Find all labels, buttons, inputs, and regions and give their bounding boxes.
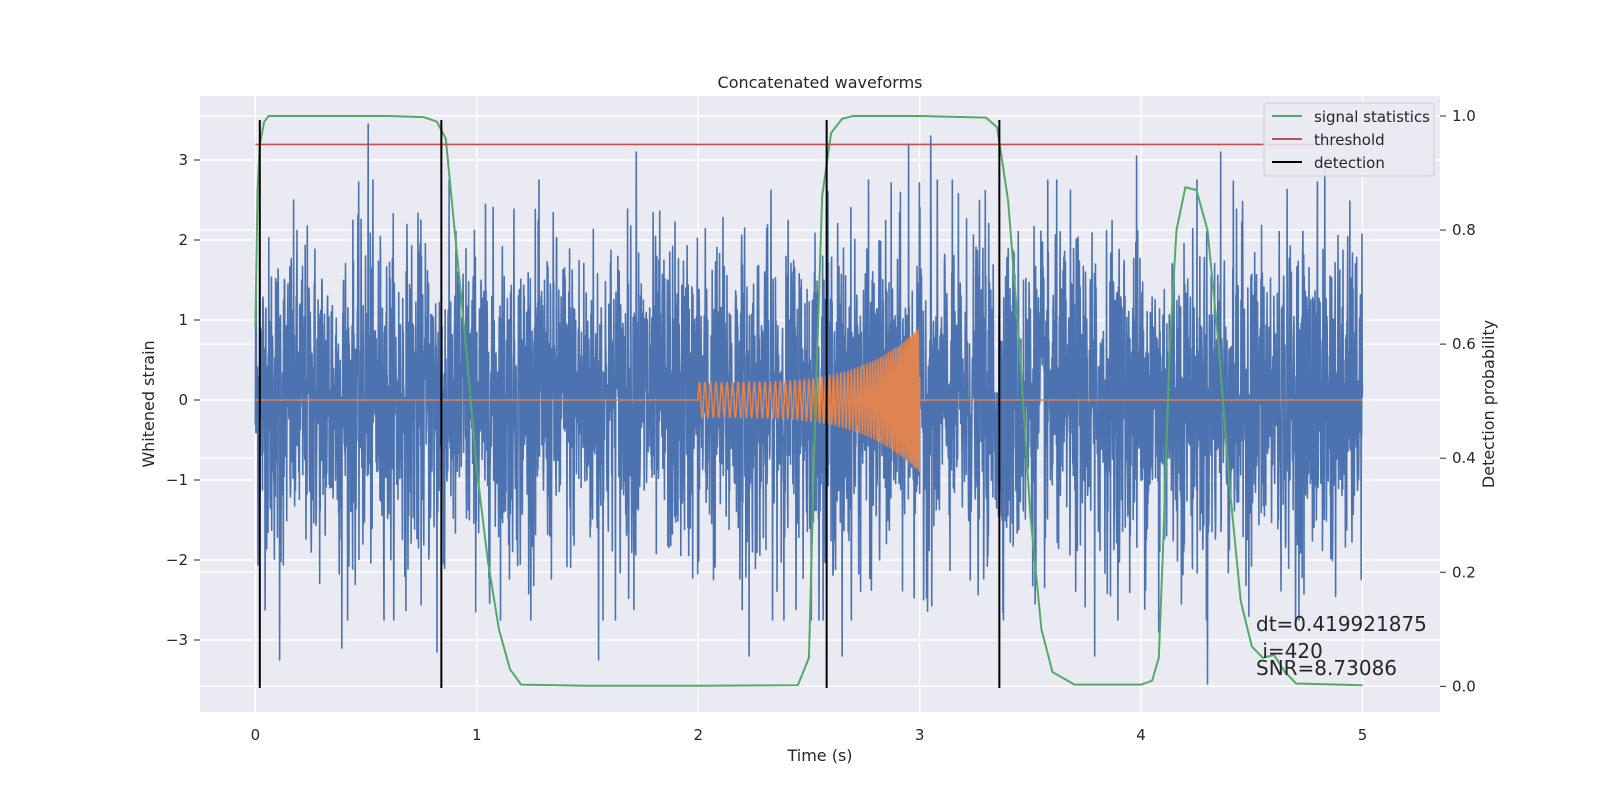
chirp-line — [255, 329, 1363, 473]
y-tick-label: 1 — [178, 311, 188, 329]
detection-lines — [258, 120, 1001, 688]
signal-statistics-line — [254, 114, 1363, 687]
right-tick-label: 0.4 — [1452, 449, 1476, 467]
chart-title: Concatenated waveforms — [718, 73, 923, 92]
x-tick-label: 0 — [251, 726, 261, 744]
x-tick-label: 3 — [915, 726, 925, 744]
x-axis-label: Time (s) — [786, 746, 852, 765]
y-axis-ticks: −3 −2 −1 0 1 2 3 — [166, 151, 200, 649]
legend-box — [1263, 102, 1435, 177]
y-tick-label: 0 — [178, 391, 188, 409]
y-tick-label: −1 — [166, 471, 188, 489]
right-tick-label: 0.2 — [1452, 563, 1476, 581]
annotation-snr: SNR=8.73086 — [1256, 656, 1397, 680]
y-axis-label: Whitened strain — [139, 340, 158, 467]
x-axis-ticks: 0 1 2 3 4 5 — [251, 726, 1368, 744]
y-tick-label: 2 — [178, 231, 188, 249]
legend: signal statistics threshold detection — [1263, 102, 1435, 177]
right-tick-label: 0.0 — [1452, 677, 1476, 695]
right-axis-ticks: 0.0 0.2 0.4 0.6 0.8 1.0 — [1440, 107, 1476, 695]
right-tick-label: 1.0 — [1452, 107, 1476, 125]
legend-label-signal-statistics: signal statistics — [1314, 108, 1430, 126]
y-tick-label: −2 — [166, 551, 188, 569]
right-axis-label: Detection probability — [1479, 320, 1498, 488]
x-tick-label: 1 — [472, 726, 482, 744]
strain-noise-line — [254, 123, 1364, 685]
y-tick-label: 3 — [178, 151, 188, 169]
y-tick-label: −3 — [166, 631, 188, 649]
x-tick-label: 2 — [693, 726, 703, 744]
annotation-i: i=420 — [1256, 639, 1323, 663]
right-tick-label: 0.8 — [1452, 221, 1476, 239]
annotation-dt: dt=0.419921875 — [1256, 612, 1427, 636]
right-tick-label: 0.6 — [1452, 335, 1476, 353]
legend-label-detection: detection — [1314, 154, 1385, 172]
legend-label-threshold: threshold — [1314, 131, 1385, 149]
x-tick-label: 5 — [1358, 726, 1368, 744]
x-tick-label: 4 — [1136, 726, 1146, 744]
